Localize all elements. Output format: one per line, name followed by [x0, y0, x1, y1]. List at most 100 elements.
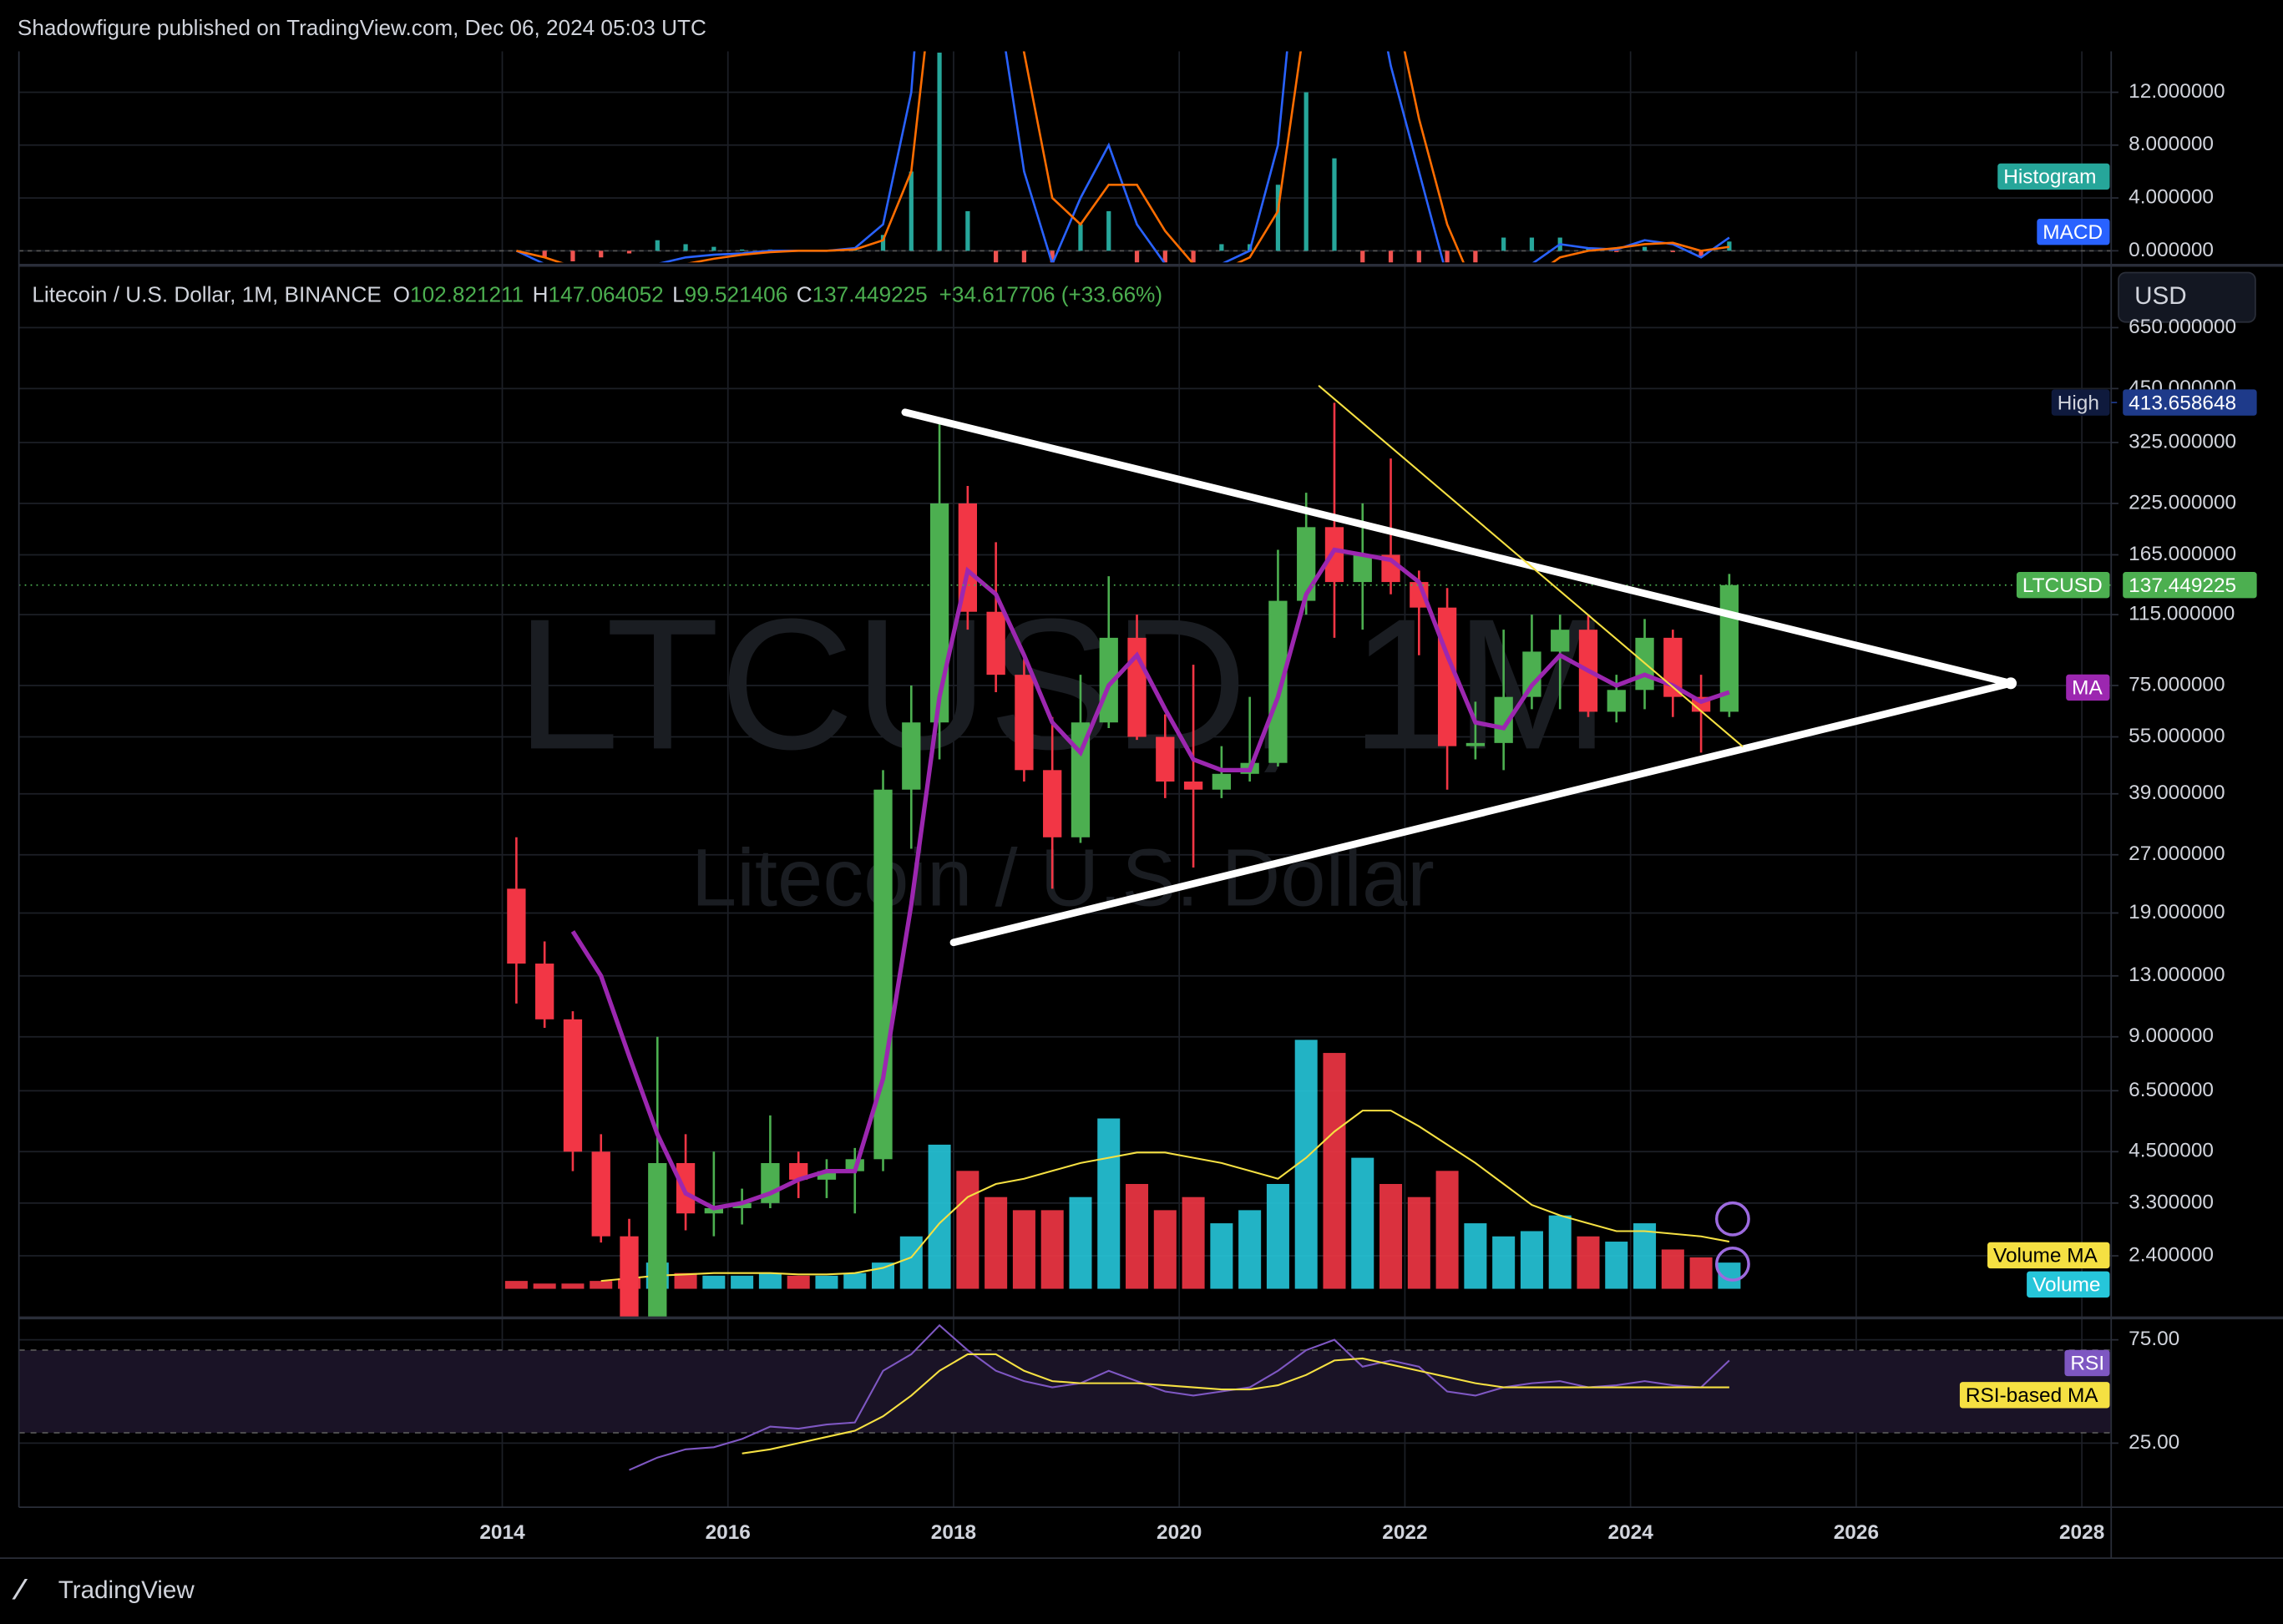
x-tick-label: 2028 — [2059, 1521, 2104, 1544]
volume-bar — [1520, 1231, 1543, 1289]
volume-bar — [702, 1275, 726, 1289]
histogram-bar — [1529, 237, 1535, 251]
candle-body — [704, 1207, 723, 1214]
tag-box — [2027, 1271, 2110, 1298]
watermark: LTCUSD, 1M Litecoin / U.S. Dollar — [516, 580, 1610, 923]
candle-body — [1212, 773, 1232, 790]
rsi-pane — [18, 1323, 2112, 1471]
tag-box — [2123, 389, 2257, 416]
volume-bar — [1012, 1210, 1035, 1289]
price-pane — [18, 385, 2112, 1318]
volume-bar — [533, 1283, 556, 1289]
y-tick-label: 19.000000 — [2129, 901, 2225, 923]
candle-body — [1353, 554, 1372, 583]
tag-label: MA — [2072, 677, 2103, 700]
volume-bar — [1407, 1196, 1430, 1289]
candle-body — [1183, 782, 1203, 790]
candle-body — [1071, 722, 1091, 837]
frame — [0, 51, 2283, 1559]
currency-button[interactable]: USD — [2118, 271, 2256, 323]
volume-bar — [504, 1281, 528, 1289]
y-tick-label: 55.000000 — [2129, 725, 2225, 747]
histogram-bar — [937, 53, 942, 251]
trend-line — [949, 679, 2015, 947]
candle-body — [817, 1171, 837, 1180]
y-tick-label: 650.000000 — [2129, 316, 2236, 338]
candle-body — [563, 1019, 583, 1152]
tag-box — [2123, 572, 2257, 599]
volume-bar — [1266, 1183, 1289, 1289]
ma-line — [570, 547, 1730, 1211]
candle-body — [648, 1162, 667, 1318]
histogram-bar — [1727, 241, 1732, 251]
tag-box — [1959, 1382, 2110, 1409]
candle-body — [591, 1151, 610, 1237]
candle-body — [986, 611, 1005, 675]
indicator-icons — [1714, 1201, 1750, 1282]
axes: 2014 2016 2018 2020 2022 2024 2026 2028 2.400000… — [479, 80, 2236, 1544]
histogram-bar — [1670, 250, 1675, 252]
volume-bar — [1492, 1236, 1516, 1289]
currency-button-box[interactable] — [2118, 271, 2256, 323]
tag-label: Histogram — [2003, 166, 2096, 189]
y-tick-label: 4.000000 — [2129, 186, 2214, 209]
icon[interactable] — [1714, 1246, 1750, 1282]
y-tick-label: 12.000000 — [2129, 80, 2225, 103]
candle-body — [1551, 630, 1570, 652]
y-tick-label: 13.000000 — [2129, 964, 2225, 986]
candle-body — [620, 1236, 639, 1318]
currency-button-label[interactable]: USD — [2134, 282, 2187, 310]
volume-bar — [561, 1283, 585, 1289]
histogram-bar — [1445, 250, 1450, 263]
tag-box — [1987, 1242, 2110, 1269]
candle-body — [1494, 696, 1513, 743]
candle-body — [1297, 527, 1316, 601]
candle-body — [902, 722, 921, 790]
candle-body — [732, 1202, 752, 1208]
histogram-bar — [1191, 250, 1196, 263]
histogram-bar — [1388, 250, 1394, 263]
x-tick-label: 2022 — [1382, 1521, 1427, 1544]
histogram-bar — [1360, 250, 1365, 263]
volume-bar — [1661, 1249, 1684, 1289]
histogram-bar — [542, 250, 547, 258]
histogram-bar — [1021, 250, 1027, 263]
volume-bar — [1182, 1196, 1205, 1289]
axis-tags: High 413.658648 LTCUSD 137.449225 MA Histogra… — [1959, 163, 2257, 1409]
rsi-line — [629, 1323, 1730, 1471]
tag-label: Volume — [2032, 1274, 2100, 1297]
tag-label: 137.449225 — [2129, 574, 2236, 597]
legend-line: Litecoin / U.S. Dollar, 1M, BINANCE O102.… — [32, 281, 1162, 306]
histogram-bar — [965, 210, 970, 251]
volume-bar — [1689, 1257, 1713, 1289]
ohlc-label: H — [533, 281, 549, 306]
tag-label: RSI-based MA — [1966, 1384, 2098, 1407]
tag-box — [2037, 218, 2110, 245]
tag-box — [1997, 163, 2110, 190]
histogram-bar — [994, 250, 999, 263]
y-tick-label: 75.000000 — [2129, 673, 2225, 696]
histogram-bar — [1219, 244, 1224, 251]
y-tick-label: 3.300000 — [2129, 1191, 2214, 1213]
volume-bar — [731, 1275, 754, 1289]
volume-bar — [1633, 1223, 1657, 1289]
y-tick-label: 225.000000 — [2129, 491, 2236, 514]
y-tick-label: 39.000000 — [2129, 782, 2225, 804]
watermark-name: Litecoin / U.S. Dollar — [691, 832, 1435, 923]
candle-body — [535, 964, 554, 1019]
volume-bar — [1238, 1210, 1262, 1289]
volume-bar — [590, 1281, 613, 1289]
histogram-bar — [1614, 250, 1619, 252]
y-tick-label: 9.000000 — [2129, 1024, 2214, 1047]
volume-bar — [1040, 1210, 1064, 1289]
ohlc-value: 147.064052 — [549, 281, 664, 306]
volume-bar — [1464, 1223, 1487, 1289]
macd-pane — [18, 51, 2112, 263]
candle-body — [1268, 600, 1288, 763]
histogram-bar — [683, 244, 688, 251]
icon[interactable] — [1714, 1201, 1750, 1237]
y-tick-label: 6.500000 — [2129, 1079, 2214, 1101]
y-tick-label: 325.000000 — [2129, 430, 2236, 453]
tag-box — [2064, 1349, 2110, 1377]
